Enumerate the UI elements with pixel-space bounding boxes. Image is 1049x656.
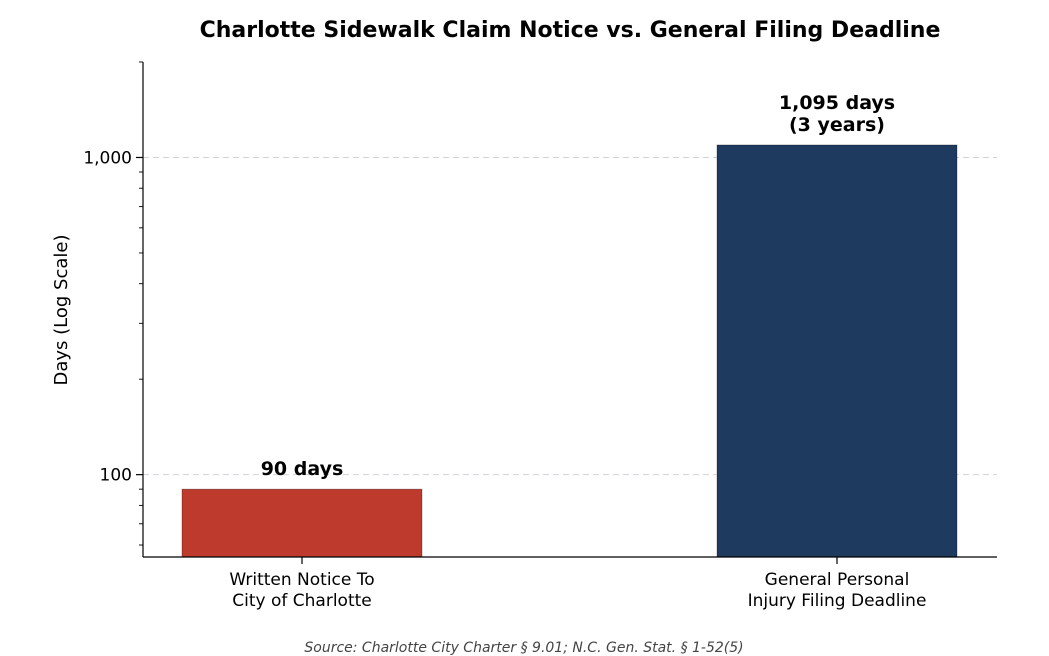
x-category-label: Written Notice To	[229, 570, 374, 590]
x-category-label: Injury Filing Deadline	[748, 591, 927, 611]
x-category-label: City of Charlotte	[232, 591, 371, 611]
bar-value-label: 90 days	[261, 458, 344, 480]
bar-value-label: (3 years)	[789, 114, 885, 136]
bar	[181, 488, 423, 558]
x-category-label: General Personal	[765, 570, 910, 590]
bar-value-label: 1,095 days	[779, 92, 895, 114]
bars	[181, 144, 958, 558]
y-ticks: 100 1,000	[83, 61, 143, 546]
bar	[716, 144, 958, 558]
y-tick-label: 100	[100, 466, 132, 486]
bar-labels: 90 days 1,095 days(3 years)	[261, 92, 895, 480]
source-note: Source: Charlotte City Charter § 9.01; N…	[304, 640, 743, 656]
chart-title: Charlotte Sidewalk Claim Notice vs. Gene…	[200, 18, 941, 43]
y-axis-label: Days (Log Scale)	[51, 235, 72, 386]
y-tick-label: 1,000	[83, 148, 132, 168]
